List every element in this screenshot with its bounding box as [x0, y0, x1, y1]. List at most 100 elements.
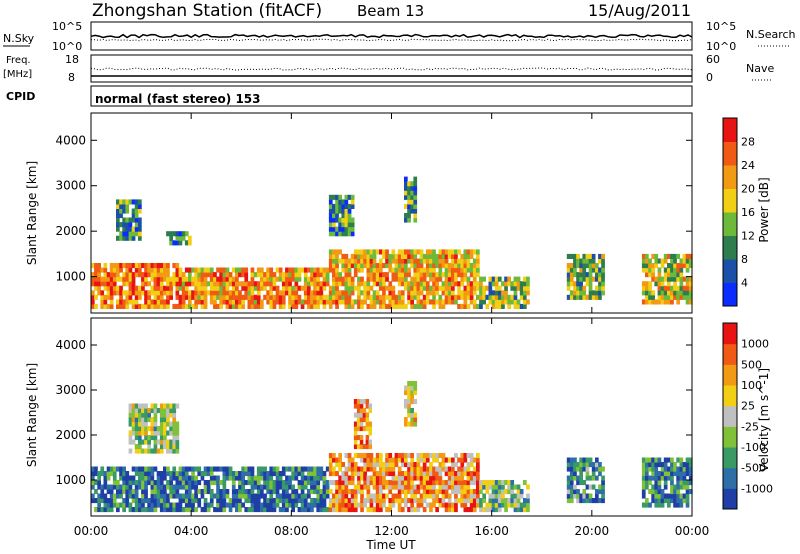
heatmap-cell: [250, 267, 255, 273]
heatmap-cell: [454, 249, 458, 255]
colorbar-swatch: [723, 364, 737, 386]
heatmap-cell: [341, 217, 346, 223]
heatmap-cell: [256, 484, 261, 490]
heatmap-cell: [679, 285, 684, 291]
heatmap-cell: [404, 181, 408, 187]
heatmap-cell: [269, 285, 274, 291]
heatmap-cell: [322, 294, 327, 300]
heatmap-cell: [447, 507, 452, 513]
heatmap-cell: [163, 276, 167, 282]
heatmap-cell: [372, 466, 377, 472]
heatmap-cell: [347, 299, 352, 305]
colorbar-tick-label: 8: [741, 253, 748, 266]
heatmap-cell: [410, 299, 414, 305]
heatmap-cell: [191, 294, 195, 300]
heatmap-cell: [356, 412, 361, 418]
heatmap-cell: [369, 453, 374, 459]
heatmap-cell: [347, 466, 352, 472]
heatmap-cell: [122, 203, 126, 209]
heatmap-cell: [385, 462, 389, 468]
heatmap-cell: [444, 489, 449, 495]
heatmap-cell: [316, 498, 321, 504]
heatmap-cell: [112, 466, 117, 472]
heatmap-cell: [482, 484, 486, 490]
heatmap-cell: [269, 502, 274, 508]
heatmap-cell: [682, 276, 687, 282]
heatmap-cell: [365, 403, 370, 409]
heatmap-cell: [347, 263, 352, 269]
heatmap-cell: [451, 502, 455, 508]
heatmap-cell: [316, 489, 321, 495]
heatmap-cell: [269, 471, 274, 477]
heatmap-cell: [591, 294, 596, 300]
heatmap-cell: [432, 281, 436, 287]
heatmap-cell: [166, 417, 170, 423]
heatmap-cell: [685, 462, 690, 468]
heatmap-cell: [253, 502, 258, 508]
heatmap-cell: [341, 213, 346, 219]
heatmap-cell: [350, 489, 355, 495]
heatmap-cell: [169, 235, 173, 241]
heatmap-cell: [435, 258, 439, 264]
heatmap-cell: [178, 267, 183, 273]
heatmap-cell: [181, 480, 186, 486]
heatmap-cell: [188, 493, 192, 499]
heatmap-cell: [432, 489, 436, 495]
heatmap-cell: [582, 263, 587, 269]
heatmap-cell: [360, 276, 364, 282]
heatmap-cell: [138, 507, 142, 513]
heatmap-cell: [194, 507, 198, 513]
heatmap-cell: [197, 267, 202, 273]
heatmap-cell: [447, 249, 452, 255]
heatmap-cell: [138, 484, 142, 490]
heatmap-cell: [404, 176, 408, 182]
heatmap-cell: [657, 493, 662, 499]
heatmap-cell: [169, 408, 173, 414]
heatmap-cell: [310, 281, 314, 287]
heatmap-cell: [360, 484, 364, 490]
heatmap-cell: [344, 203, 349, 209]
heatmap-cell: [150, 299, 155, 305]
heatmap-cell: [598, 276, 602, 282]
heatmap-cell: [476, 253, 480, 259]
heatmap-cell: [466, 498, 471, 504]
x-tick-label: 08:00: [274, 524, 309, 538]
heatmap-cell: [379, 249, 383, 255]
heatmap-cell: [585, 457, 590, 463]
heatmap-cell: [253, 299, 258, 305]
heatmap-cell: [441, 502, 446, 508]
heatmap-cell: [413, 253, 418, 259]
heatmap-cell: [335, 276, 339, 282]
heatmap-cell: [191, 471, 195, 477]
heatmap-cell: [213, 290, 217, 296]
heatmap-cell: [410, 489, 414, 495]
heatmap-cell: [206, 502, 211, 508]
heatmap-cell: [362, 399, 367, 405]
heatmap-cell: [491, 507, 496, 513]
heatmap-cell: [178, 484, 183, 490]
heatmap-cell: [407, 381, 411, 387]
heatmap-cell: [482, 290, 486, 296]
heatmap-cell: [134, 502, 139, 508]
heatmap-cell: [368, 403, 372, 409]
heatmap-cell: [335, 258, 339, 264]
heatmap-cell: [335, 208, 339, 214]
heatmap-cell: [100, 294, 105, 300]
heatmap-cell: [163, 272, 167, 278]
heatmap-cell: [457, 489, 461, 495]
heatmap-cell: [460, 466, 465, 472]
heatmap-cell: [307, 294, 311, 300]
heatmap-cell: [319, 285, 324, 291]
y-tick-label: 2000: [55, 428, 86, 442]
heatmap-cell: [344, 272, 349, 278]
heatmap-cell: [178, 294, 183, 300]
heatmap-cell: [569, 480, 574, 486]
heatmap-cell: [413, 294, 418, 300]
heatmap-cell: [357, 249, 361, 255]
heatmap-cell: [188, 502, 192, 508]
heatmap-cell: [344, 194, 349, 200]
heatmap-cell: [444, 466, 449, 472]
heatmap-cell: [429, 253, 433, 259]
heatmap-cell: [685, 480, 690, 486]
heatmap-cell: [144, 484, 148, 490]
